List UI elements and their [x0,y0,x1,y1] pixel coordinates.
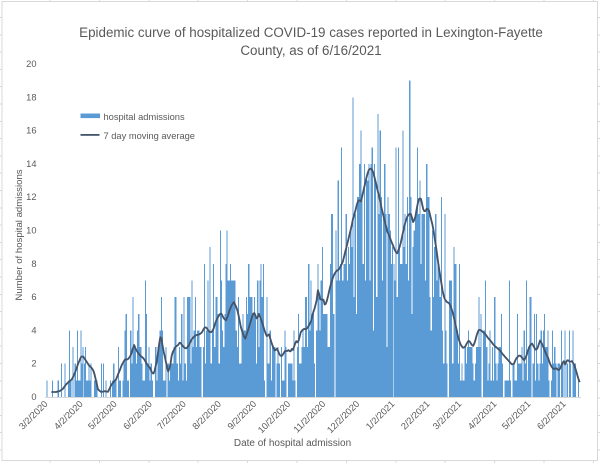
svg-text:4: 4 [31,325,36,335]
svg-text:hospital admissions: hospital admissions [104,112,185,122]
svg-text:2: 2 [31,359,36,369]
svg-text:16: 16 [26,126,36,136]
svg-text:0: 0 [31,392,36,402]
svg-text:8: 8 [31,259,36,269]
svg-text:18: 18 [26,92,36,102]
svg-text:12: 12 [26,192,36,202]
svg-text:10: 10 [26,226,36,236]
svg-text:20: 20 [26,59,36,69]
svg-text:7 day moving average: 7 day moving average [104,131,195,141]
svg-text:Number of hospital admissions: Number of hospital admissions [14,169,25,300]
svg-text:6: 6 [31,292,36,302]
svg-text:Epidemic curve of hospitalized: Epidemic curve of hospitalized COVID-19 … [79,25,543,40]
svg-text:County, as of 6/16/2021: County, as of 6/16/2021 [240,43,381,58]
svg-text:Date of hospital admission: Date of hospital admission [234,438,351,449]
svg-text:14: 14 [26,159,36,169]
